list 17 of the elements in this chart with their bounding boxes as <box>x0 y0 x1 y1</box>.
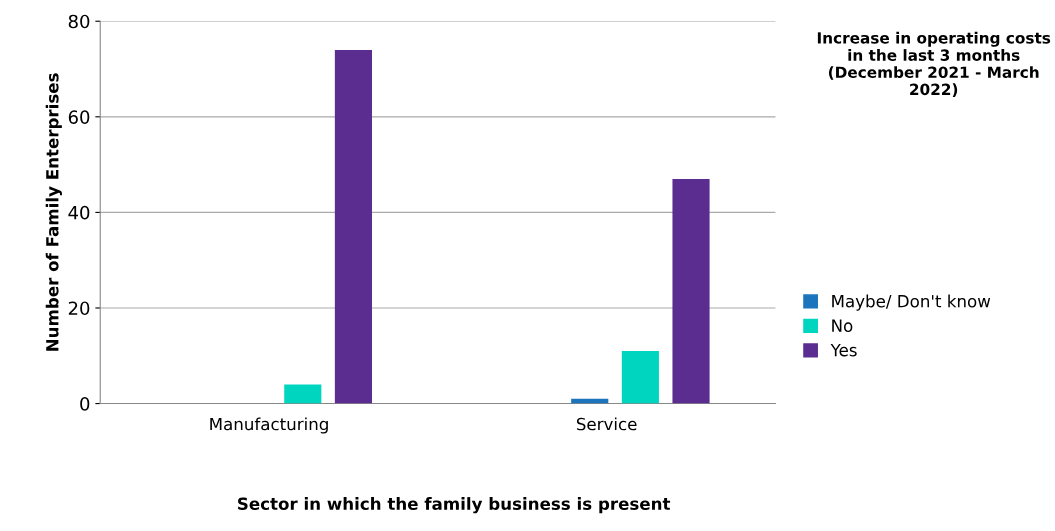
x-tick-label: Manufacturing <box>210 417 328 434</box>
bar <box>672 178 710 404</box>
x-axis-title: Sector in which the family business is present <box>238 497 671 514</box>
legend-label: Maybe/ Don't know <box>832 294 991 311</box>
x-tick-label: Service <box>576 417 637 431</box>
bar <box>621 350 659 404</box>
y-tick-label: 0 <box>80 397 90 411</box>
legend-label: Yes <box>830 344 857 357</box>
y-tick-label: 80 <box>68 14 90 29</box>
bar <box>334 49 372 404</box>
y-tick-label: 60 <box>68 110 90 124</box>
legend-label: No <box>832 319 853 332</box>
y-tick-label: 40 <box>68 205 90 220</box>
y-tick-label: 20 <box>68 301 90 316</box>
bar <box>284 384 322 404</box>
y-axis-title: Number of Family Enterprises <box>45 73 62 351</box>
legend-title: Increase in operating costs in the last 3 months (December 2021 - March 2022) <box>817 31 1051 97</box>
